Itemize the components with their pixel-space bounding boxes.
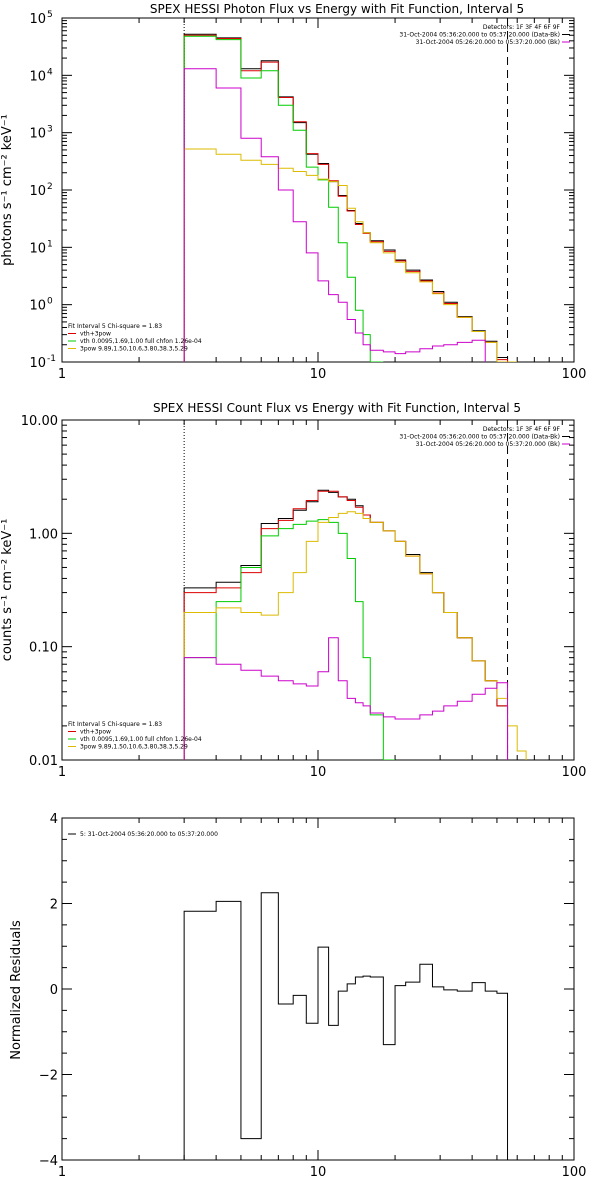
legend-left-text: 3pow 9.89,1.50,10.6,3.80,38.3,5.29 [80,346,188,353]
series-bk-line [183,68,486,362]
y-tick-label: 10 [29,184,46,199]
y-tick-label: 10 [29,12,46,27]
x-tick-label: 1 [58,367,66,382]
legend-left-text: 5: 31-Oct-2004 05:36:20.000 to 05:37:20.… [80,831,218,838]
legend-right-text: Detectors: 1F 3F 4F 6F 9F [483,426,561,433]
count-plot-frame [61,419,575,761]
legend-left-text: Fit Interval 5 Chi-square = 1.83 [68,323,162,330]
legend-right-text: 31-Oct-2004 05:26:20.000 to 05:37:20.000… [416,441,560,448]
y-tick-label: 4 [50,812,58,827]
x-tick-label: 100 [562,1165,587,1180]
legend-left-text: vth 0.0095,1.69,1.00 full chfon 1.26e-04 [80,736,202,743]
x-tick-label: 1 [58,1165,66,1180]
series-vth-line [183,519,396,760]
series-data-bk-line [183,489,509,760]
legend-right-text: 31-Oct-2004 05:36:20.000 to 05:37:20.000… [399,32,560,39]
y-tick-label: 10 [29,299,46,314]
y-tick-label: 10 [29,69,46,84]
legend-left-text: vth 0.0095,1.69,1.00 full chfon 1.26e-04 [80,338,202,345]
count-flux-panel: SPEX HESSI Count Flux vs Energy with Fit… [0,401,586,780]
photon-plot-frame [61,17,575,363]
y-tick-exponent: 2 [47,182,53,192]
y-tick-label: −2 [39,1069,58,1084]
x-tick-label: 10 [310,367,327,382]
y-tick-label: 0.10 [29,641,58,656]
series-bk-line [183,637,509,760]
x-tick-label: 100 [562,765,587,780]
series-vth-line [183,35,384,362]
photon-chart-title: SPEX HESSI Photon Flux vs Energy with Fi… [150,2,524,16]
y-tick-label: 10 [29,356,46,371]
series-data-bk-line [183,33,509,362]
residuals-panel: Normalized Residuals 1 10 100 −4 −2 0 2 4 5: 31-… [9,812,586,1180]
y-tick-label: 0 [50,983,58,998]
series-5-31-oct-2004-05-36-20-000-to-05-37-20-000-line [183,892,509,1160]
resid-y-axis-label: Normalized Residuals [9,920,24,1060]
y-tick-label: 10 [29,241,46,256]
y-tick-label: 10 [29,127,46,142]
y-tick-label: −4 [39,1154,58,1169]
series-3pow-line [183,511,527,760]
y-tick-label: 10.00 [21,414,58,429]
x-tick-label: 10 [310,765,327,780]
y-tick-exponent: 3 [47,125,53,135]
x-tick-label: 1 [58,765,66,780]
y-tick-label: 0.01 [29,754,58,769]
legend-left-text: Fit Interval 5 Chi-square = 1.83 [68,721,162,728]
series-vth-3pow-line [183,490,509,760]
y-tick-exponent: 1 [47,239,53,249]
y-tick-label: 2 [50,898,58,913]
y-tick-exponent: 5 [47,10,53,20]
legend-right-text: 31-Oct-2004 05:36:20.000 to 05:37:20.000… [399,434,560,441]
legend-left-text: vth+3pow [80,729,111,736]
y-tick-exponent: 4 [47,67,53,77]
y-tick-label: 1.00 [29,527,58,542]
series-vth-3pow-line [183,34,509,362]
y-tick-exponent: -1 [47,354,56,364]
count-y-axis-label: counts s⁻¹ cm⁻² keV⁻¹ [0,519,15,662]
series-3pow-line [183,148,518,362]
legend-left-text: 3pow 9.89,1.50,10.6,3.80,38.3,5.29 [80,744,188,751]
photon-y-axis-label: photons s⁻¹ cm⁻² keV⁻¹ [0,114,15,266]
x-tick-label: 100 [562,367,587,382]
legend-left-text: vth+3pow [80,331,111,338]
photon-flux-panel: SPEX HESSI Photon Flux vs Energy with Fi… [0,2,586,382]
legend-right-text: Detectors: 1F 3F 4F 6F 9F [483,24,561,31]
x-tick-label: 10 [310,1165,327,1180]
count-chart-title: SPEX HESSI Count Flux vs Energy with Fit… [153,401,521,415]
y-tick-exponent: 0 [47,297,53,307]
legend-right-text: 31-Oct-2004 05:26:20.000 to 05:37:20.000… [416,39,560,46]
